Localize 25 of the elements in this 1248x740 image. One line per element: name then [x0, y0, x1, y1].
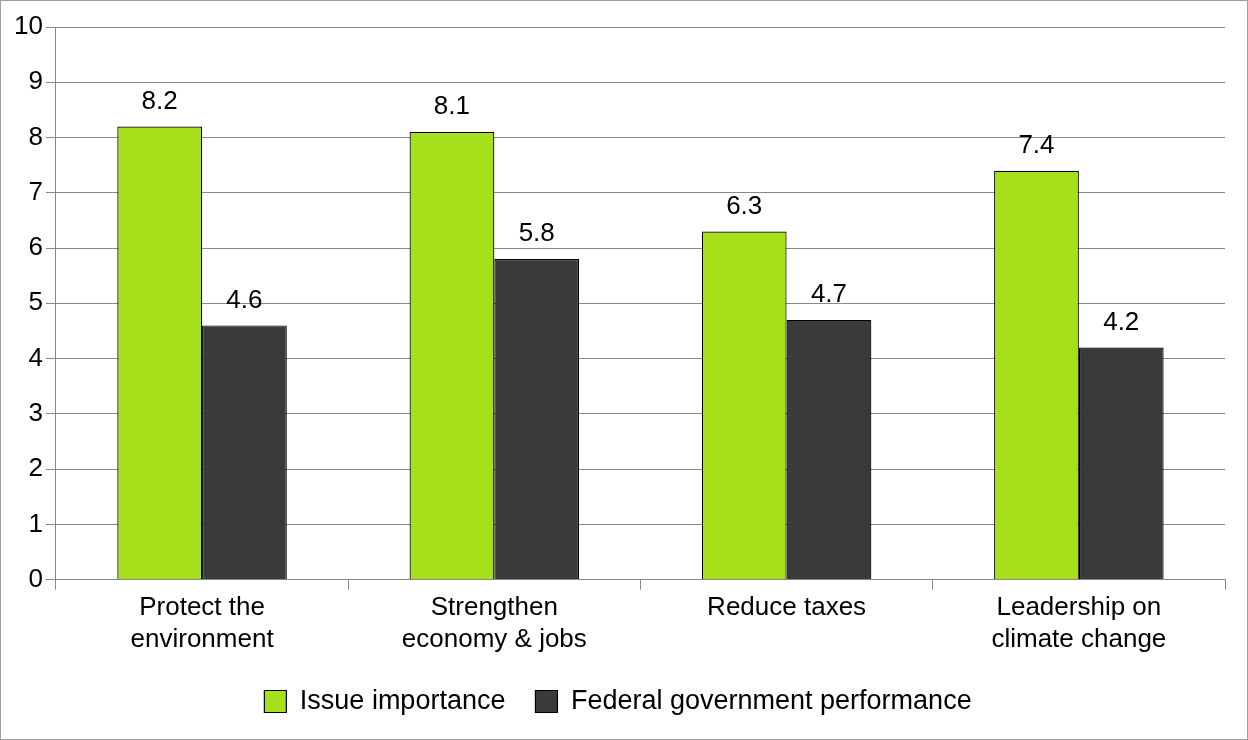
y-tick-label: 2 [28, 452, 43, 483]
y-tick-label: 0 [28, 562, 43, 593]
y-tick-label: 7 [28, 175, 43, 206]
data-label: 6.3 [726, 189, 763, 220]
data-label: 7.4 [1018, 128, 1055, 159]
y-tick-label: 3 [28, 396, 43, 427]
data-label: 4.7 [810, 278, 848, 309]
y-tick-label: 1 [28, 507, 43, 538]
data-label: 8.1 [433, 90, 471, 121]
x-tick-label: Strengthen economy & jobs [401, 591, 587, 653]
x-tick-label: Reduce taxes [707, 591, 867, 622]
y-tick-label: 9 [28, 65, 43, 96]
data-label: 4.6 [226, 283, 263, 314]
data-label: 8.2 [141, 84, 178, 115]
legend-label: Issue importance [299, 684, 506, 715]
x-tick-label: Protect the environment [130, 591, 275, 653]
y-tick-label: 10 [14, 10, 43, 41]
y-tick-label: 6 [28, 231, 43, 262]
y-tick-label: 5 [28, 286, 43, 317]
data-label: 4.2 [1103, 305, 1140, 336]
legend-label: Federal government performance [570, 684, 972, 715]
data-label: 5.8 [518, 217, 555, 248]
y-tick-label: 4 [28, 341, 43, 372]
y-tick-label: 8 [28, 120, 43, 151]
x-tick-label: Leadership on climate change [991, 591, 1167, 653]
